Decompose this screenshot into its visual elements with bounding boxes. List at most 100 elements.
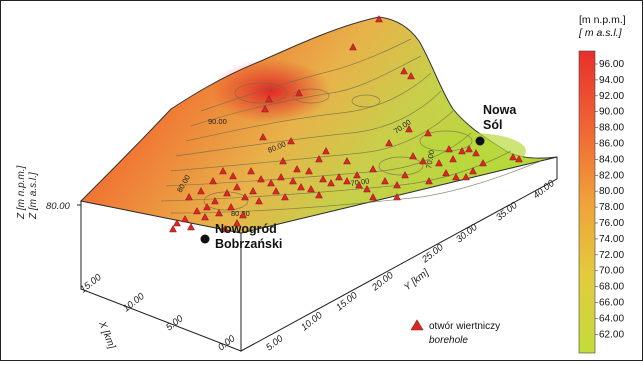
borehole-marker bbox=[445, 144, 453, 153]
borehole-marker bbox=[249, 186, 257, 195]
borehole-marker bbox=[401, 170, 409, 179]
z-tick-label: 80.00 bbox=[46, 201, 70, 212]
borehole-marker bbox=[469, 166, 477, 175]
colorbar-label: 92.00 bbox=[599, 91, 624, 102]
borehole-marker bbox=[201, 212, 209, 221]
borehole-marker bbox=[442, 168, 450, 177]
borehole-marker bbox=[209, 176, 217, 185]
borehole-marker bbox=[295, 88, 303, 97]
colorbar-label: 90.00 bbox=[599, 107, 624, 118]
borehole-marker bbox=[193, 206, 201, 215]
borehole-marker bbox=[425, 176, 433, 185]
borehole-marker bbox=[261, 104, 269, 113]
borehole-marker bbox=[393, 180, 401, 189]
borehole-marker bbox=[462, 172, 470, 181]
z-axis-title: Z [m n.p.m.] bbox=[16, 165, 27, 220]
colorbar-label: 70.00 bbox=[599, 266, 624, 277]
borehole-marker bbox=[349, 42, 357, 51]
borehole-marker bbox=[255, 196, 263, 205]
borehole-marker bbox=[479, 158, 487, 167]
contour-label: 70.00 bbox=[424, 149, 436, 169]
borehole-marker bbox=[405, 124, 413, 133]
borehole-marker bbox=[458, 146, 466, 155]
colorbar-label: 94.00 bbox=[599, 75, 624, 86]
borehole-marker bbox=[369, 164, 377, 173]
borehole-marker bbox=[229, 171, 237, 180]
borehole-marker bbox=[197, 186, 205, 195]
city-label-nowogrod: Bobrzański bbox=[215, 237, 282, 251]
borehole-marker bbox=[267, 178, 275, 187]
borehole-marker bbox=[281, 192, 289, 201]
borehole-marker bbox=[173, 218, 181, 227]
borehole-marker bbox=[272, 186, 280, 195]
z-axis: 80.00 Z [m n.p.m.] Z [m a.s.l.] bbox=[16, 165, 82, 289]
colorbar-label: 86.00 bbox=[599, 139, 624, 150]
borehole-marker bbox=[247, 166, 255, 175]
legend-label: otwór wiertniczy bbox=[429, 321, 500, 332]
borehole-marker bbox=[435, 158, 443, 167]
borehole-marker bbox=[203, 202, 211, 211]
colorbar-label: 76.00 bbox=[599, 218, 624, 229]
colorbar-ramp bbox=[578, 50, 596, 354]
borehole-marker bbox=[293, 164, 301, 173]
contour-label: 70.00 bbox=[350, 176, 370, 188]
contour-label: 90.00 bbox=[208, 117, 227, 126]
nowogrod-marker bbox=[200, 234, 210, 244]
borehole-marker bbox=[369, 192, 377, 201]
colorbar-label: 66.00 bbox=[599, 298, 624, 309]
colorbar-label: 82.00 bbox=[599, 170, 624, 181]
colorbar-label: 96.00 bbox=[599, 59, 624, 70]
borehole-marker bbox=[363, 184, 371, 193]
peak-shading bbox=[211, 59, 331, 123]
borehole-marker bbox=[393, 192, 401, 201]
z-axis-title: Z [m a.s.l.] bbox=[28, 172, 39, 220]
legend-label-en: borehole bbox=[429, 335, 468, 346]
colorbar-label: 72.00 bbox=[599, 250, 624, 261]
borehole-marker bbox=[355, 180, 363, 189]
city-label-nowa-sol: Sól bbox=[483, 118, 502, 132]
borehole-marker bbox=[279, 156, 287, 165]
boreholes bbox=[169, 14, 523, 233]
borehole-marker bbox=[265, 94, 273, 103]
borehole-marker bbox=[335, 172, 343, 181]
nowa-sol-marker bbox=[475, 136, 485, 146]
borehole-marker bbox=[219, 166, 227, 175]
borehole-legend-icon bbox=[410, 319, 424, 331]
borehole-marker bbox=[315, 190, 323, 199]
borehole-marker bbox=[452, 172, 460, 181]
colorbar-label: 62.00 bbox=[599, 329, 624, 340]
borehole-marker bbox=[375, 14, 383, 23]
colorbar-label: 84.00 bbox=[599, 154, 624, 165]
borehole-marker bbox=[343, 176, 351, 185]
borehole-marker bbox=[181, 214, 189, 223]
borehole-marker bbox=[315, 154, 323, 163]
borehole-marker bbox=[239, 210, 247, 219]
borehole-marker bbox=[322, 146, 330, 155]
borehole-marker bbox=[289, 176, 297, 185]
contour-label: 80.00 bbox=[231, 209, 250, 218]
colorbar: [m n.p.m.] [ m a.s.l.] 96.00 94.00 92.00 90… bbox=[578, 14, 626, 354]
colorbar-unit-en: [ m a.s.l.] bbox=[578, 27, 623, 39]
colorbar-unit: [m n.p.m.] bbox=[579, 14, 626, 26]
borehole-marker bbox=[343, 156, 351, 165]
borehole-marker bbox=[385, 138, 393, 147]
borehole-legend: otwór wiertniczy borehole bbox=[410, 319, 500, 346]
colorbar-label: 64.00 bbox=[599, 313, 624, 324]
borehole-marker bbox=[319, 174, 327, 183]
borehole-marker bbox=[187, 222, 195, 231]
borehole-marker bbox=[449, 154, 457, 163]
borehole-marker bbox=[419, 156, 427, 165]
borehole-marker bbox=[409, 151, 417, 160]
colorbar-label: 80.00 bbox=[599, 186, 624, 197]
borehole-marker bbox=[307, 184, 315, 193]
borehole-marker bbox=[215, 208, 223, 217]
borehole-marker bbox=[169, 224, 177, 233]
colorbar-label: 88.00 bbox=[599, 123, 624, 134]
colorbar-labels: 96.00 94.00 92.00 90.00 88.00 86.00 84.00 82.00… bbox=[595, 59, 624, 340]
colorbar-label: 78.00 bbox=[599, 202, 624, 213]
borehole-marker bbox=[515, 154, 523, 163]
borehole-marker bbox=[257, 174, 265, 183]
borehole-marker bbox=[223, 188, 231, 197]
